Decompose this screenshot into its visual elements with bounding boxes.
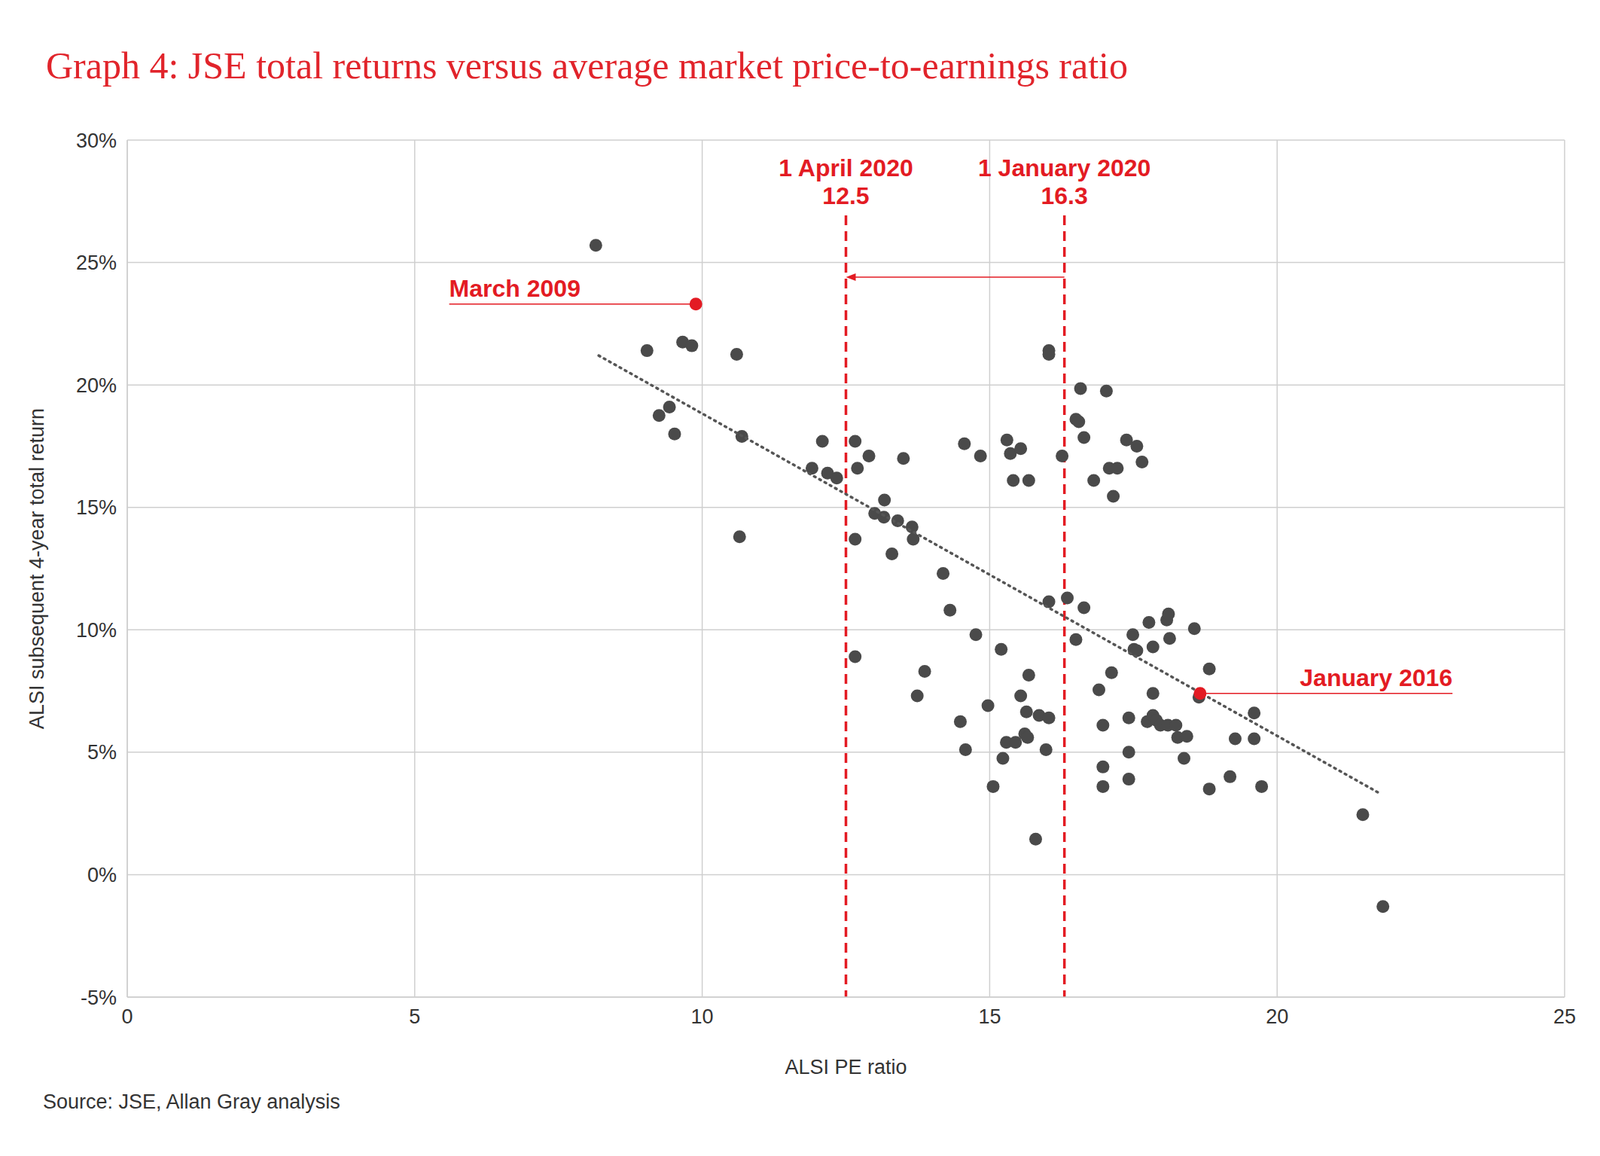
svg-text:25%: 25% (76, 251, 117, 275)
svg-text:-5%: -5% (80, 986, 117, 1009)
svg-text:10%: 10% (76, 618, 117, 642)
svg-text:15: 15 (978, 1005, 1001, 1028)
html-text:Source: JSE, Allan Gray analys: Source: JSE, Allan Gray analysis (42, 1090, 341, 1113)
svg-text:12.5: 12.5 (822, 182, 869, 210)
svg-text:0: 0 (121, 1005, 133, 1028)
svg-text:5: 5 (408, 1005, 421, 1028)
svg-text:5%: 5% (87, 740, 117, 764)
svg-text:1 April 2020: 1 April 2020 (778, 154, 913, 182)
svg-text:20: 20 (1265, 1005, 1289, 1028)
svg-text:15%: 15% (76, 496, 117, 519)
html-text:Graph 4: JSE total returns ver: Graph 4: JSE total returns versus averag… (45, 44, 1128, 87)
svg-text:20%: 20% (76, 374, 117, 397)
svg-text:ALSI PE ratio: ALSI PE ratio (784, 1055, 907, 1079)
svg-text:0%: 0% (87, 863, 117, 887)
svg-text:ALSI subsequent 4-year total r: ALSI subsequent 4-year total return (25, 408, 49, 729)
svg-text:25: 25 (1553, 1005, 1576, 1028)
svg-text:March 2009: March 2009 (449, 274, 581, 302)
svg-text:30%: 30% (76, 129, 117, 153)
svg-text:1 January 2020: 1 January 2020 (978, 154, 1152, 182)
svg-text:January 2016: January 2016 (1299, 664, 1453, 692)
svg-text:16.3: 16.3 (1041, 182, 1088, 210)
svg-text:10: 10 (691, 1005, 714, 1028)
